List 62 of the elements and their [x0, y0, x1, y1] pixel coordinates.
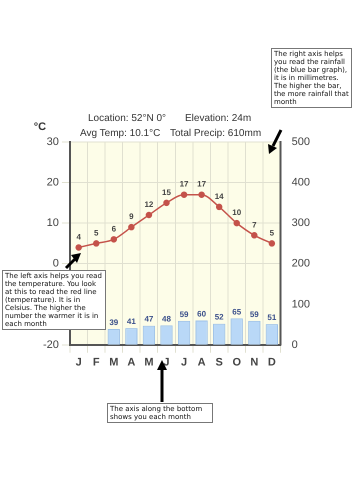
data-label: 6: [112, 224, 117, 234]
text: Location: 52°N 0°: [88, 113, 166, 124]
y-tick-label: 0: [52, 258, 59, 270]
text: Avg Temp: 10.1°C: [80, 128, 160, 139]
data-label: 5: [270, 228, 275, 238]
data-label: 12: [144, 200, 154, 210]
y-axis-title: °C: [34, 121, 46, 133]
x-tick-label: A: [127, 356, 136, 368]
data-label: 7: [252, 220, 258, 230]
data-label: 14: [214, 192, 224, 201]
point: [251, 232, 258, 239]
point: [180, 191, 188, 198]
y-tick-label: -20: [42, 338, 59, 351]
x-tick-label: J: [163, 356, 170, 368]
data-label: 17: [197, 180, 207, 189]
y2-tick-label: 100: [292, 298, 310, 310]
data-label: 51: [267, 313, 277, 322]
x-tick-label: J: [180, 356, 188, 368]
data-label: 10: [232, 208, 242, 218]
y2-tick-label: 0: [292, 338, 298, 351]
data-label: 39: [109, 318, 119, 327]
data-label: 9: [129, 212, 134, 222]
y2-tick-label: 400: [292, 176, 310, 189]
data-label: 41: [126, 317, 136, 326]
point: [198, 191, 205, 198]
y-tick-label: 20: [46, 176, 59, 189]
x-tick-label: N: [250, 356, 258, 368]
data-label: 65: [232, 307, 242, 316]
x-tick-label: M: [144, 356, 154, 368]
x-tick-label: J: [76, 356, 82, 368]
x-tick-label: A: [198, 356, 206, 368]
y2-tick-label: 300: [292, 217, 310, 230]
data-label: 60: [197, 309, 207, 318]
point: [92, 240, 100, 247]
data-label: 15: [162, 188, 172, 197]
text: Total Precip: 610mm: [170, 128, 262, 139]
data-label: 5: [94, 228, 100, 238]
data-label: 48: [162, 314, 172, 324]
x-tick-label: D: [268, 356, 276, 368]
point: [233, 220, 240, 226]
point: [110, 236, 118, 243]
data-label: 17: [180, 180, 190, 189]
text: Elevation: 24m: [185, 113, 252, 124]
data-label: 47: [144, 314, 154, 324]
point: [216, 204, 222, 210]
y-tick-label: 10: [46, 217, 59, 230]
x-tick-label: S: [216, 356, 223, 368]
y2-tick-label: 200: [292, 258, 310, 270]
data-label: 52: [214, 312, 224, 322]
point: [128, 224, 135, 230]
x-tick-label: O: [232, 356, 242, 368]
point: [268, 240, 276, 247]
y2-tick-label: 500: [292, 136, 310, 148]
data-label: 4: [76, 232, 82, 242]
data-label: 59: [180, 310, 190, 319]
data-label: 59: [250, 310, 260, 319]
x-tick-label: F: [92, 356, 100, 368]
point: [163, 200, 170, 206]
y-tick-label: 30: [46, 136, 59, 148]
point: [75, 244, 82, 251]
point: [146, 212, 152, 218]
x-tick-label: M: [109, 356, 118, 368]
